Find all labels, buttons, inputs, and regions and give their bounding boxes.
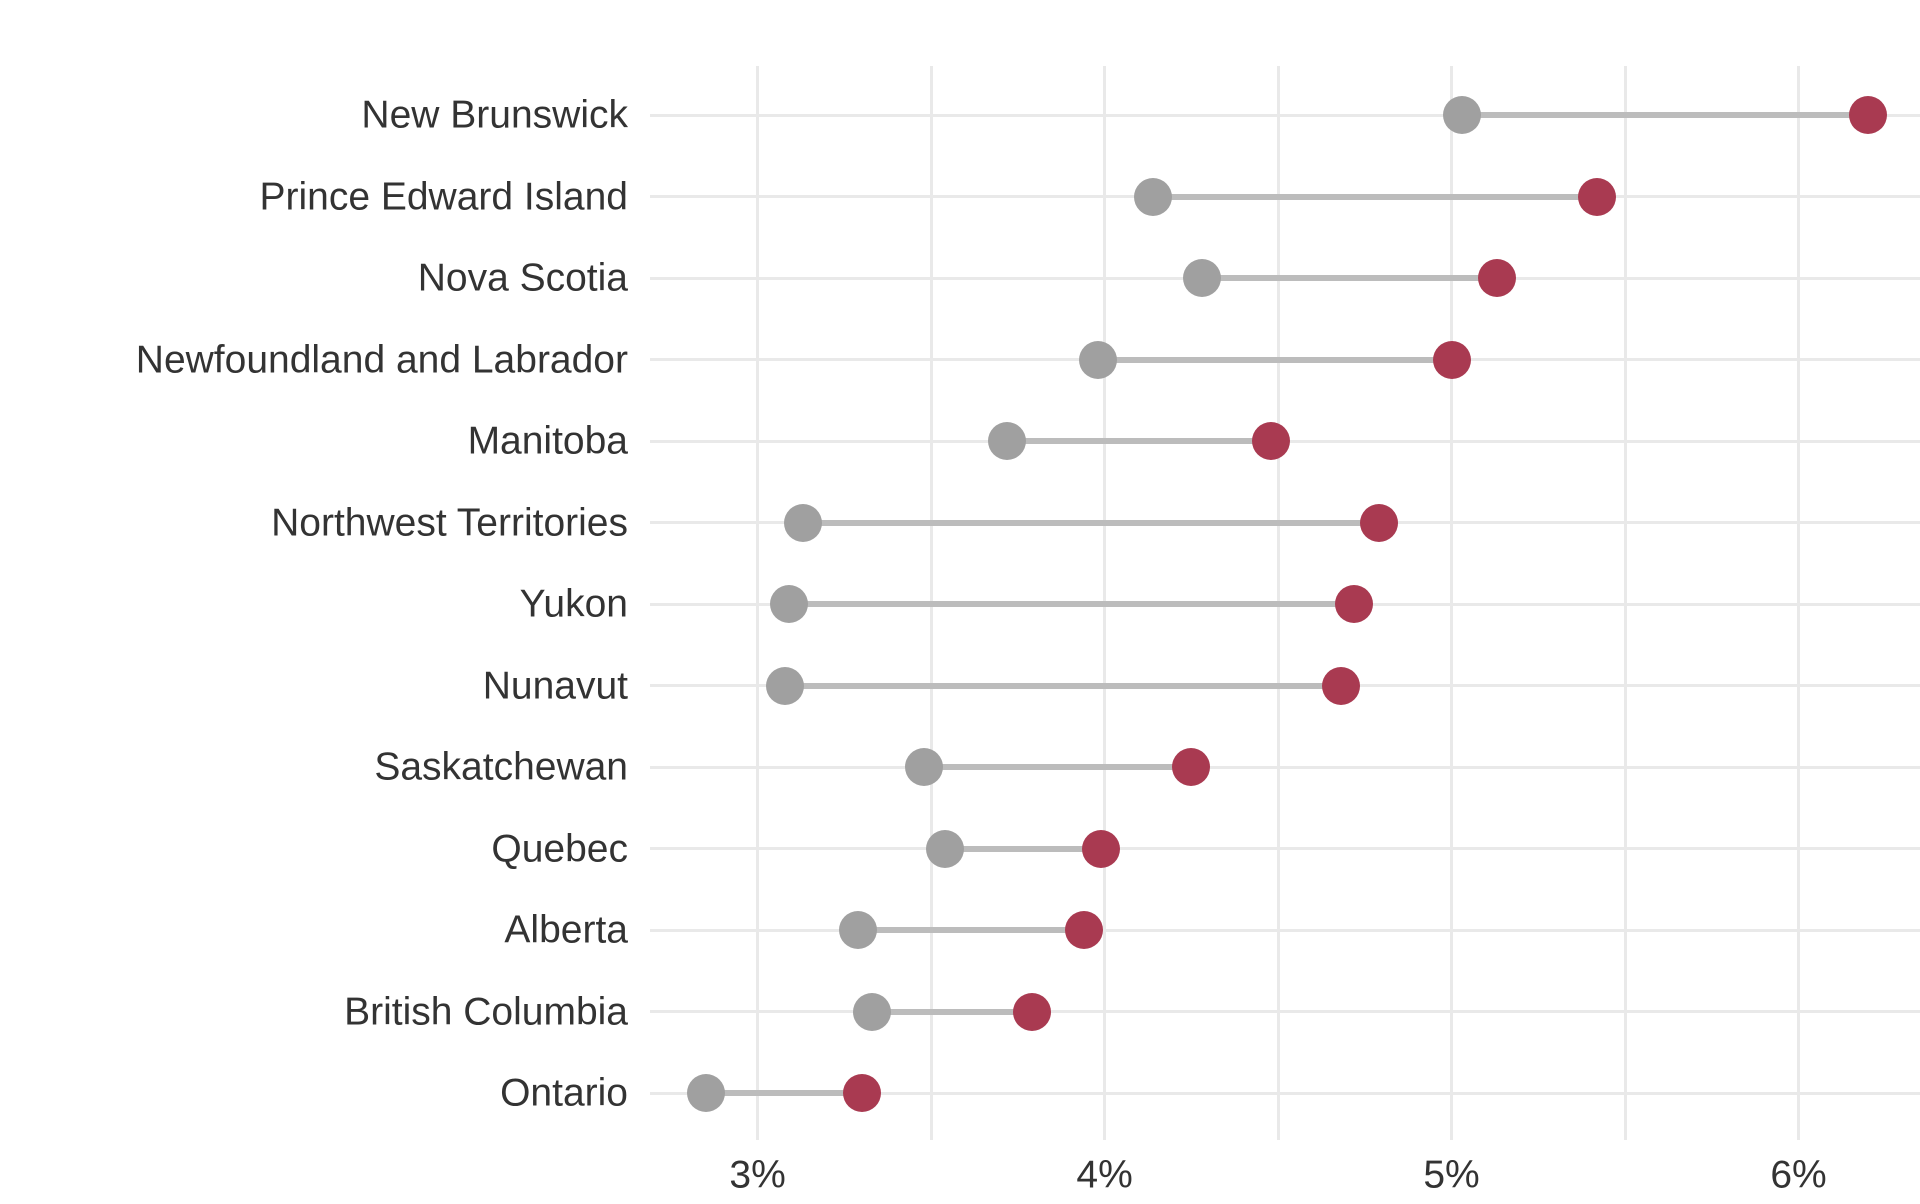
end-dot [1359, 503, 1398, 542]
row-gridline [650, 1091, 1920, 1095]
start-dot [853, 992, 892, 1031]
end-dot [1172, 748, 1211, 786]
start-dot [1078, 340, 1117, 379]
row-gridline [650, 765, 1920, 769]
end-dot [1848, 96, 1887, 134]
start-dot [988, 422, 1027, 460]
end-dot [1432, 340, 1471, 379]
start-dot [686, 1074, 725, 1112]
end-dot [1252, 422, 1291, 460]
connector-line [858, 927, 1084, 933]
category-label: Newfoundland and Labrador [135, 338, 628, 381]
category-label: Alberta [504, 908, 628, 952]
x-tick-label: 5% [1423, 1153, 1480, 1197]
start-dot [905, 748, 944, 786]
end-dot [842, 1074, 881, 1112]
category-label: British Columbia [344, 990, 628, 1033]
start-dot [766, 666, 805, 705]
category-label: Ontario [500, 1071, 628, 1115]
x-tick-label: 6% [1770, 1153, 1827, 1197]
category-label: Saskatchewan [374, 745, 628, 789]
end-dot [1578, 177, 1617, 216]
end-dot [1012, 992, 1051, 1031]
row-gridline [650, 847, 1920, 850]
end-dot [1321, 666, 1360, 705]
connector-line [785, 682, 1341, 689]
row-gridline [650, 113, 1920, 117]
category-label: Northwest Territories [271, 501, 628, 544]
x-tick-label: 4% [1076, 1153, 1133, 1197]
connector-line [1097, 356, 1452, 363]
row-gridline [650, 928, 1920, 932]
connector-line [1461, 112, 1868, 118]
connector-line [788, 601, 1355, 607]
start-dot [769, 585, 808, 623]
end-dot [1082, 829, 1121, 868]
start-dot [783, 503, 822, 542]
x-tick-label: 3% [729, 1153, 786, 1197]
connector-line [705, 1090, 862, 1096]
start-dot [925, 829, 964, 868]
category-label: Manitoba [467, 419, 628, 463]
connector-line [872, 1008, 1032, 1015]
start-dot [1442, 96, 1481, 134]
end-dot [1477, 259, 1516, 297]
start-dot [839, 911, 878, 949]
end-dot [1064, 911, 1103, 949]
category-label: Prince Edward Island [259, 175, 628, 218]
connector-line [802, 519, 1379, 526]
connector-line [1007, 438, 1272, 444]
category-label: New Brunswick [361, 93, 628, 137]
category-label: Nova Scotia [417, 256, 628, 300]
connector-line [924, 764, 1192, 770]
start-dot [1182, 259, 1221, 297]
category-label: Yukon [519, 582, 628, 626]
end-dot [1335, 585, 1374, 623]
category-label: Quebec [491, 827, 628, 870]
connector-line [1201, 275, 1497, 281]
connector-line [944, 845, 1102, 852]
row-gridline [650, 1010, 1920, 1013]
category-label: Nunavut [482, 664, 628, 707]
start-dot [1134, 177, 1173, 216]
connector-line [1153, 193, 1598, 200]
